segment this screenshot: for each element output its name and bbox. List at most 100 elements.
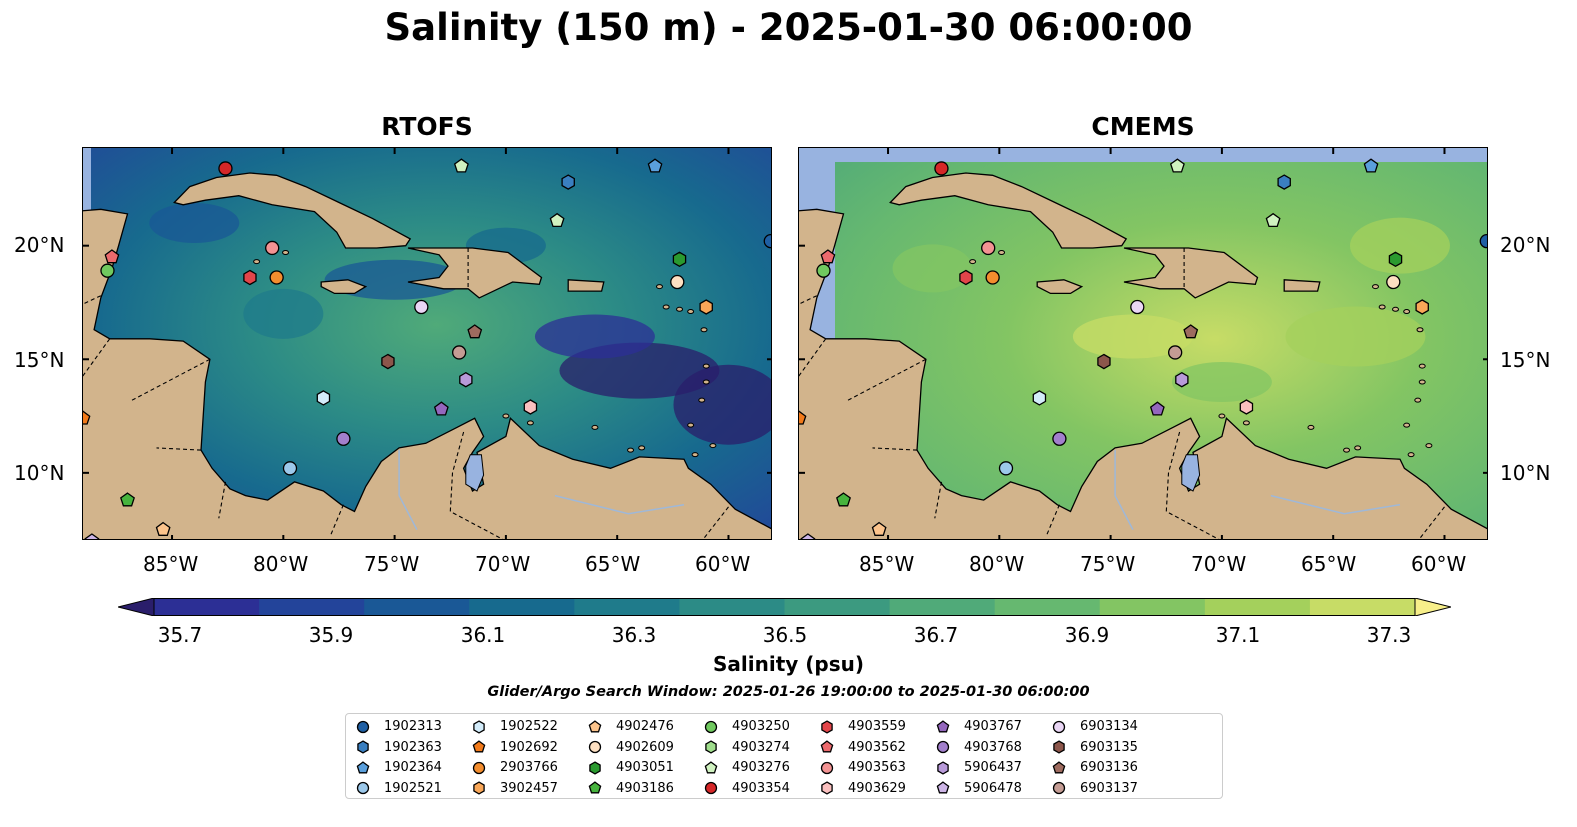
legend-label: 2903766	[500, 760, 558, 775]
central-south-america-land	[799, 208, 1487, 539]
legend-entry: 6903135	[1052, 737, 1138, 758]
float-marker-4903559	[959, 269, 973, 286]
salinity-eddy	[1072, 314, 1193, 359]
legend-label: 1902522	[500, 719, 558, 734]
legend-entry: 1902522	[472, 716, 558, 737]
colorbar-extend-low	[118, 598, 155, 616]
colorbar-segment	[154, 598, 260, 616]
float-marker-1902522	[316, 390, 331, 406]
colorbar	[118, 598, 1451, 616]
legend-entry: 5906478	[936, 778, 1022, 799]
legend-entry: 4903563	[820, 757, 906, 778]
float-marker-4902476	[155, 521, 171, 536]
lon-tick-label: 60°W	[695, 552, 751, 576]
legend-marker	[704, 760, 718, 773]
float-marker-4903051	[1388, 251, 1403, 268]
legend-label: 6903137	[1080, 780, 1138, 796]
legend-entry: 1902692	[472, 737, 558, 758]
salinity-eddy	[149, 202, 240, 243]
legend-label: 1902521	[384, 780, 442, 796]
hispaniola-land	[407, 247, 543, 299]
island-land	[591, 424, 599, 430]
float-marker-1902692	[83, 410, 91, 425]
island-land	[1354, 445, 1362, 451]
lon-tick-label: 65°W	[1301, 552, 1357, 576]
float-marker-6903137	[1168, 345, 1183, 360]
legend-entry: 6903136	[1052, 757, 1138, 778]
colorbar-segment	[679, 598, 785, 616]
legend-label: 4903186	[616, 780, 674, 796]
legend-marker	[356, 720, 370, 733]
legend-marker	[937, 760, 949, 775]
float-marker-1902521	[282, 461, 298, 476]
salinity-eddy	[534, 314, 655, 359]
legend-marker	[588, 740, 602, 754]
country-border	[934, 481, 943, 519]
search-window-text: Glider/Argo Search Window: 2025-01-26 19…	[487, 684, 1090, 700]
float-marker-4903276	[549, 212, 565, 228]
legend-marker	[936, 719, 950, 732]
legend-marker	[472, 761, 486, 774]
puerto-rico-land	[1283, 279, 1321, 292]
island-land	[1218, 413, 1226, 419]
float-marker-4903051	[672, 251, 687, 268]
legend-marker	[1052, 760, 1066, 773]
legend-label: 5906478	[964, 780, 1022, 796]
float-marker-4903276	[1169, 158, 1185, 173]
legend-label: 6903135	[1080, 739, 1138, 755]
island-land	[1418, 379, 1426, 385]
map-rtofs[interactable]	[82, 147, 772, 540]
legend-entry: 6903134	[1052, 716, 1138, 737]
colorbar-frame	[153, 598, 1416, 616]
island-land	[1425, 443, 1433, 449]
lake-maracaibo	[465, 454, 485, 492]
legend-label: 4903768	[964, 739, 1022, 755]
colorbar-tick-label: 36.3	[611, 623, 657, 647]
country-border	[156, 447, 202, 451]
float-marker-6903135	[381, 353, 395, 370]
country-border	[131, 358, 211, 401]
river	[1114, 450, 1134, 530]
salinity-eddy	[673, 364, 771, 445]
lat-tick-label: 20°N	[14, 233, 65, 257]
lat-tick-label: 15°N	[1500, 348, 1551, 372]
float-marker-5906437	[459, 371, 473, 388]
legend-label: 4903767	[964, 719, 1022, 734]
island-land	[1392, 306, 1400, 312]
float-marker-4903563	[265, 240, 280, 256]
colorbar-extend-high	[1414, 598, 1451, 616]
legend-entry: 4903250	[704, 716, 790, 737]
colorbar-segment	[574, 598, 680, 616]
country-border	[847, 358, 927, 401]
float-marker-1902522	[1032, 390, 1047, 406]
lon-tick-label: 80°W	[969, 552, 1025, 576]
legend-marker	[820, 740, 834, 753]
map-cmems[interactable]	[798, 147, 1488, 540]
legend-entry: 4903276	[704, 757, 790, 778]
legend-entry: 4903354	[704, 778, 790, 799]
hispaniola-land	[1123, 247, 1259, 299]
lon-tick-label: 70°W	[475, 552, 531, 576]
lat-tick-label: 10°N	[14, 461, 65, 485]
island-land	[1407, 452, 1415, 458]
legend-entry: 2903766	[472, 757, 558, 778]
float-marker-4903767	[433, 401, 449, 416]
island-land	[1418, 363, 1426, 369]
island-land	[1378, 304, 1386, 310]
float-marker-5906478	[800, 533, 816, 539]
legend-marker	[820, 761, 834, 774]
float-marker-2903766	[985, 270, 1000, 285]
float-marker-1902313	[1479, 233, 1487, 249]
float-marker-1902363	[1277, 174, 1291, 190]
country-border	[1418, 506, 1445, 539]
legend-marker	[357, 740, 369, 754]
island-land	[969, 259, 977, 265]
legend-label: 1902313	[384, 719, 442, 734]
colorbar-tick-label: 36.5	[762, 623, 808, 647]
legend-marker	[473, 781, 485, 795]
colorbar-segment	[994, 598, 1101, 616]
legend-entry: 4903051	[588, 757, 674, 778]
legend-label: 4903274	[732, 739, 790, 755]
legend-marker	[473, 719, 485, 734]
legend-entry: 3902457	[472, 778, 558, 799]
